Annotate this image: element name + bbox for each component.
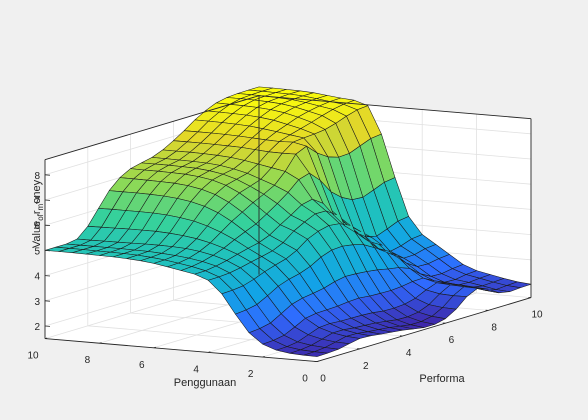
z-tick-label: 4: [34, 272, 40, 283]
x-tick-label: 2: [363, 361, 369, 372]
z-label-mid: r: [31, 210, 43, 214]
x-tick-label: 0: [320, 374, 326, 385]
surface-layer: [44, 86, 532, 357]
y-tick-mark: [262, 356, 265, 358]
z-tick-label: 3: [34, 297, 40, 308]
x-tick-label: 10: [531, 310, 543, 321]
z-tick-label: 5: [34, 246, 40, 257]
z-tick-label: 2: [34, 322, 40, 333]
z-tick-labels: 2 3 4 5 6 7 8: [34, 171, 51, 333]
z-tick-label: 7: [34, 196, 40, 207]
y-tick-label: 2: [248, 369, 254, 380]
y-tick-label: 10: [27, 351, 39, 362]
y-tick-mark: [208, 351, 211, 353]
y-tick-mark: [153, 346, 157, 349]
y-tick-mark: [44, 337, 48, 339]
z-tick-label: 6: [34, 221, 40, 232]
y-tick-label: 4: [193, 364, 199, 375]
x-tick-label: 8: [491, 322, 497, 333]
x-tick-labels: 0 2 4 6 8 10: [314, 297, 543, 385]
y-tick-mark: [316, 360, 320, 362]
z-label-base: Value: [31, 221, 43, 248]
z-label-sub1: of: [36, 213, 45, 220]
x-axis-label: Performa: [419, 373, 465, 385]
z-label-end: oney: [31, 179, 43, 203]
y-tick-mark: [99, 342, 102, 344]
y-axis-label: Penggunaan: [174, 377, 236, 389]
z-axis-label: Valueofrmoney: [31, 179, 45, 248]
x-tick-label: 6: [449, 335, 455, 346]
z-tick-label: 8: [34, 171, 40, 182]
y-tick-labels: 0 2 4 6 8 10: [27, 337, 320, 385]
y-tick-label: 6: [139, 360, 145, 371]
x-tick-label: 4: [406, 348, 412, 359]
y-tick-label: 0: [302, 374, 308, 385]
z-label-sub2: m: [36, 203, 45, 210]
y-tick-label: 8: [85, 355, 91, 366]
